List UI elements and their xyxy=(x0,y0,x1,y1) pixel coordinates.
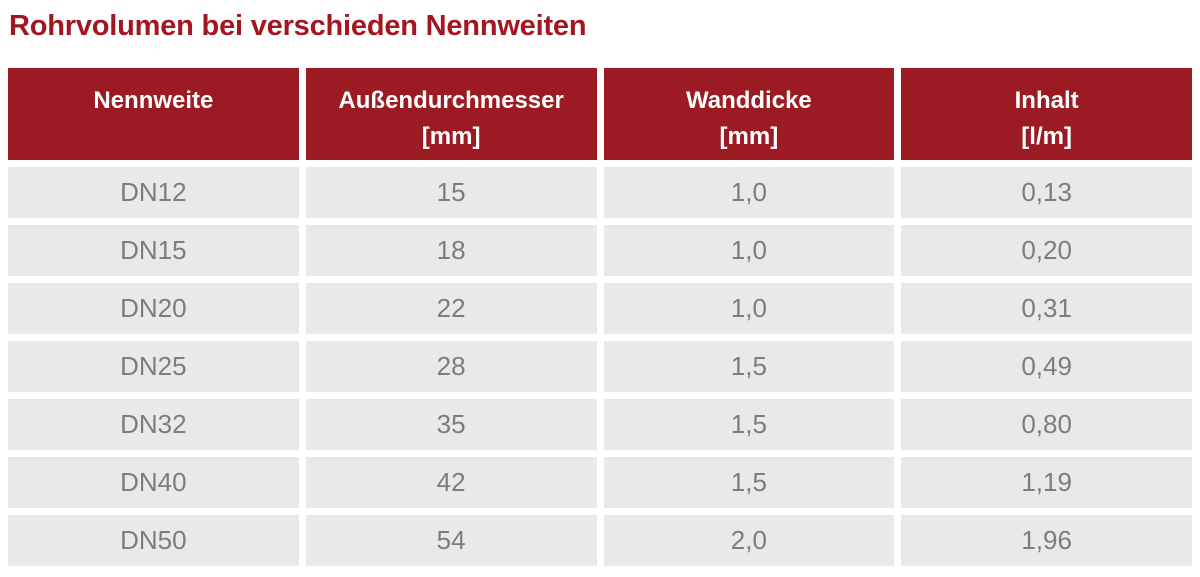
table-cell-nennweite: DN40 xyxy=(8,457,299,508)
table-cell-inhalt: 0,49 xyxy=(901,341,1192,392)
header-label: Nennweite xyxy=(93,87,214,114)
table-cell-nennweite: DN50 xyxy=(8,515,299,566)
table-cell-aussendurchmesser: 28 xyxy=(305,341,597,392)
header-label: Außendurchmesser xyxy=(338,87,564,114)
table-cell-aussendurchmesser: 54 xyxy=(305,515,597,566)
table-cell-wanddicke: 1,5 xyxy=(603,457,895,508)
header-label: Wanddicke xyxy=(685,87,812,114)
table-cell-nennweite: DN25 xyxy=(8,341,299,392)
table-cell-wanddicke: 1,5 xyxy=(603,341,895,392)
header-unit: [mm] xyxy=(719,123,779,150)
table-cell-inhalt: 1,96 xyxy=(901,515,1192,566)
header-unit: [mm] xyxy=(421,123,481,150)
header-cell-nennweite: Nennweite xyxy=(8,68,299,160)
table-cell-wanddicke: 2,0 xyxy=(603,515,895,566)
page-title: Rohrvolumen bei verschieden Nennweiten xyxy=(9,10,587,42)
table-cell-nennweite: DN15 xyxy=(8,225,299,276)
table-cell-inhalt: 0,31 xyxy=(901,283,1192,334)
table-cell-aussendurchmesser: 22 xyxy=(305,283,597,334)
table-cell-nennweite: DN20 xyxy=(8,283,299,334)
table-cell-wanddicke: 1,0 xyxy=(603,283,895,334)
header-cell-inhalt: Inhalt [l/m] xyxy=(901,68,1192,160)
pipe-volume-table: Nennweite Außendurchmesser [mm] Wanddick… xyxy=(8,68,1192,566)
table-cell-inhalt: 0,80 xyxy=(901,399,1192,450)
table-cell-wanddicke: 1,0 xyxy=(603,167,895,218)
table-cell-wanddicke: 1,0 xyxy=(603,225,895,276)
table-cell-aussendurchmesser: 18 xyxy=(305,225,597,276)
table-cell-wanddicke: 1,5 xyxy=(603,399,895,450)
table-cell-inhalt: 0,20 xyxy=(901,225,1192,276)
header-unit: [l/m] xyxy=(1021,123,1072,150)
table-cell-aussendurchmesser: 42 xyxy=(305,457,597,508)
table-cell-aussendurchmesser: 35 xyxy=(305,399,597,450)
table-cell-inhalt: 0,13 xyxy=(901,167,1192,218)
table-cell-inhalt: 1,19 xyxy=(901,457,1192,508)
header-cell-wanddicke: Wanddicke [mm] xyxy=(603,68,895,160)
header-cell-aussendurchmesser: Außendurchmesser [mm] xyxy=(305,68,597,160)
table-cell-nennweite: DN12 xyxy=(8,167,299,218)
table-cell-aussendurchmesser: 15 xyxy=(305,167,597,218)
table-cell-nennweite: DN32 xyxy=(8,399,299,450)
header-label: Inhalt xyxy=(1014,87,1079,114)
